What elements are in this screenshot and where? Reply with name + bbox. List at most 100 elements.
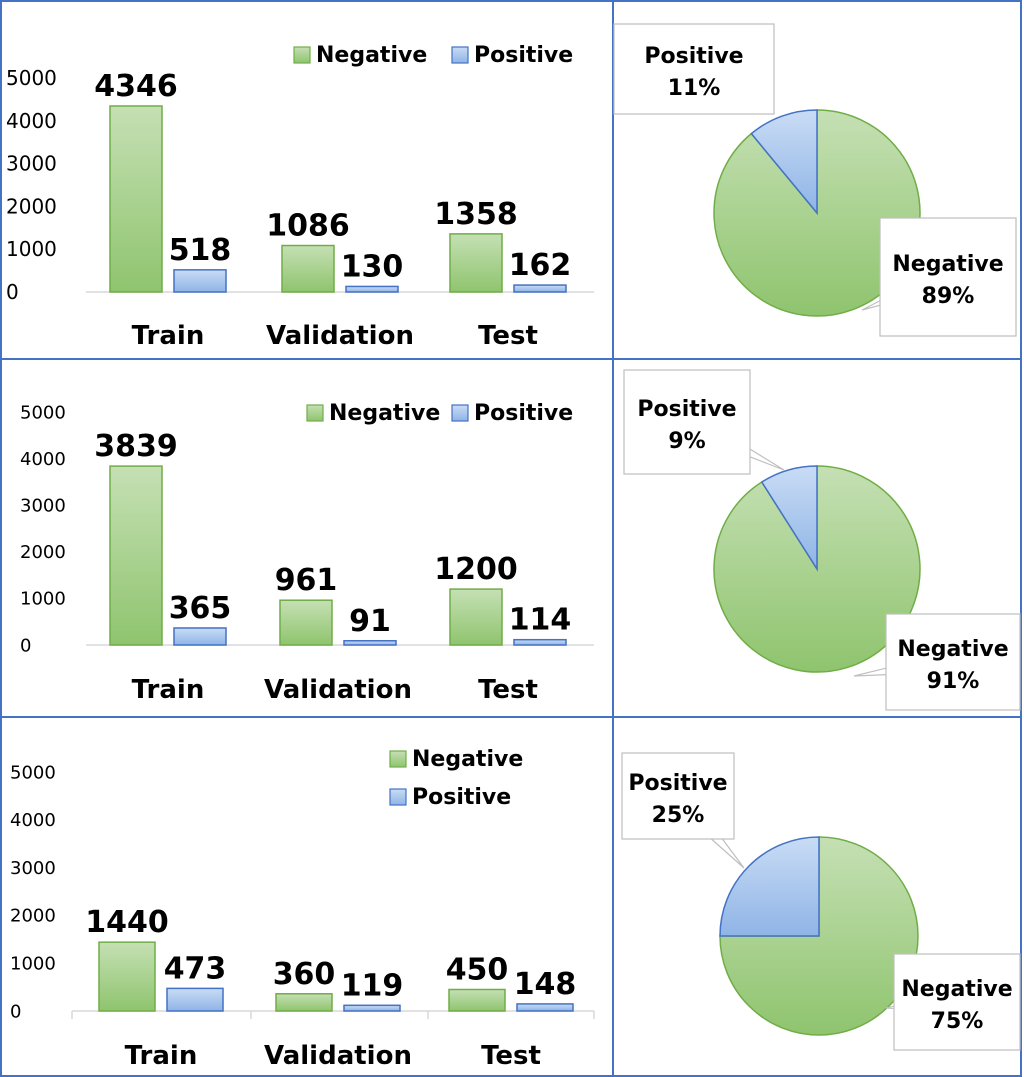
positive-callout-percent: 11%: [668, 76, 721, 101]
negative-callout-name: Negative: [897, 637, 1008, 662]
data-label: 148: [514, 967, 577, 1002]
data-label: 961: [275, 563, 338, 598]
data-label: 1440: [85, 905, 169, 940]
y-tick-label: 3000: [20, 496, 66, 517]
y-tick-label: 2000: [10, 906, 56, 927]
negative-callout-percent: 75%: [931, 1009, 984, 1034]
positive-bar-train: [173, 627, 227, 646]
legend-swatch-negative: [306, 404, 324, 422]
data-label: 1086: [266, 209, 350, 244]
pie-chart-panel-3: Positive 25% Negative 75%: [612, 716, 1022, 1077]
positive-callout-percent: 9%: [668, 429, 705, 454]
y-tick-label: 4000: [6, 109, 57, 133]
category-label: Test: [478, 675, 538, 705]
data-label: 1200: [434, 552, 518, 587]
positive-callout-box: [623, 369, 751, 475]
negative-bar-train: [109, 105, 163, 293]
legend-label-positive: Positive: [474, 401, 573, 426]
negative-callout-percent: 91%: [927, 669, 980, 694]
bar-chart-panel-1: 0 1000 2000 3000 4000 5000 4346 518 Train 1086 130…: [0, 0, 614, 360]
negative-callout-box: [879, 217, 1017, 337]
legend-label-negative: Negative: [329, 401, 440, 426]
positive-callout-box: [613, 23, 775, 115]
pie-slice-positive: [719, 836, 820, 937]
y-tick-label: 0: [10, 1001, 21, 1022]
negative-callout-percent: 89%: [922, 284, 975, 309]
positive-bar-test: [516, 1003, 574, 1012]
bar-chart-panel-2: 0 1000 2000 3000 4000 5000 3839 365 Train 961 91 Va…: [0, 358, 614, 718]
legend-swatch-positive: [389, 788, 407, 806]
category-label: Validation: [264, 675, 412, 705]
positive-bar-validation: [343, 640, 397, 646]
y-tick-label: 1000: [20, 589, 66, 610]
y-tick-label: 3000: [10, 858, 56, 879]
negative-callout-box: [885, 613, 1021, 711]
category-label: Train: [125, 1041, 198, 1071]
legend-swatch-positive: [451, 404, 469, 422]
y-tick-label: 0: [6, 280, 19, 304]
positive-callout-percent: 25%: [652, 803, 705, 828]
legend-swatch-positive: [451, 46, 469, 64]
category-label: Validation: [264, 1041, 412, 1071]
data-label: 4346: [94, 69, 178, 104]
data-label: 3839: [94, 429, 178, 464]
positive-bar-train: [173, 269, 227, 293]
bar-chart-2: 0 1000 2000 3000 4000 5000 3839 365 Train 961 91 Va…: [20, 401, 594, 705]
category-label: Test: [478, 321, 538, 351]
y-tick-label: 2000: [20, 542, 66, 563]
data-label: 130: [341, 249, 404, 284]
data-label: 114: [509, 603, 572, 638]
legend-swatch-negative: [389, 750, 407, 768]
y-tick-label: 2000: [6, 194, 57, 218]
legend-label-negative: Negative: [316, 43, 427, 68]
negative-bar-test: [449, 588, 503, 646]
y-tick-label: 0: [20, 635, 31, 656]
negative-bar-validation: [279, 599, 333, 646]
negative-bar-train: [98, 941, 156, 1012]
negative-bar-train: [109, 465, 163, 646]
legend-label-negative: Negative: [412, 747, 523, 772]
data-label: 518: [169, 233, 232, 268]
category-label: Validation: [266, 321, 414, 351]
positive-bar-test: [513, 284, 567, 293]
data-label: 162: [509, 248, 572, 283]
pie-chart-2: Positive 9% Negative 91%: [623, 369, 1021, 711]
y-tick-label: 1000: [6, 237, 57, 261]
negative-bar-validation: [275, 993, 333, 1012]
y-tick-label: 5000: [10, 762, 56, 783]
bar-chart-3: 0 1000 2000 3000 4000 5000 1440 473 Train 360 119 V…: [10, 747, 595, 1071]
y-tick-label: 3000: [6, 152, 57, 176]
positive-callout-name: Positive: [637, 397, 736, 422]
y-tick-label: 4000: [10, 810, 56, 831]
negative-bar-validation: [281, 244, 335, 293]
negative-bar-test: [448, 988, 506, 1012]
pie-chart-panel-2: Positive 9% Negative 91%: [612, 358, 1022, 718]
positive-bar-validation: [345, 285, 399, 293]
legend-label-positive: Positive: [474, 43, 573, 68]
y-tick-label: 1000: [10, 954, 56, 975]
data-label: 365: [169, 591, 232, 626]
positive-bar-validation: [343, 1004, 401, 1012]
y-tick-label: 5000: [20, 402, 66, 423]
positive-callout-name: Positive: [644, 44, 743, 69]
data-label: 450: [446, 952, 509, 987]
positive-callout-name: Positive: [628, 771, 727, 796]
bar-chart-panel-3: 0 1000 2000 3000 4000 5000 1440 473 Train 360 119 V…: [0, 716, 614, 1077]
data-label: 91: [349, 604, 391, 639]
y-tick-label: 4000: [20, 449, 66, 470]
category-label: Train: [132, 675, 205, 705]
positive-bar-test: [513, 638, 567, 646]
negative-bar-test: [449, 233, 503, 293]
pie-chart-3: Positive 25% Negative 75%: [621, 752, 1021, 1051]
pie-chart-panel-1: Positive 11% Negative 89%: [612, 0, 1022, 360]
pie-slice-positive: [750, 109, 818, 216]
negative-callout-name: Negative: [901, 977, 1012, 1002]
pie-slice-positive: [760, 465, 818, 572]
data-label: 360: [273, 957, 336, 992]
pie-chart-1: Positive 11% Negative 89%: [613, 23, 1017, 337]
y-tick-label: 5000: [6, 66, 57, 90]
bar-chart-1: 0 1000 2000 3000 4000 5000 4346 518 Train 1086 130…: [6, 43, 594, 351]
category-label: Train: [132, 321, 205, 351]
category-label: Test: [481, 1041, 541, 1071]
negative-callout-box: [893, 953, 1021, 1051]
